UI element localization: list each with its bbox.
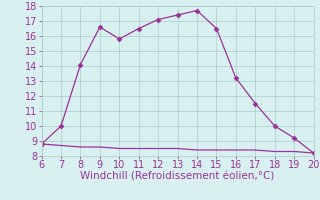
X-axis label: Windchill (Refroidissement éolien,°C): Windchill (Refroidissement éolien,°C)	[80, 172, 275, 182]
